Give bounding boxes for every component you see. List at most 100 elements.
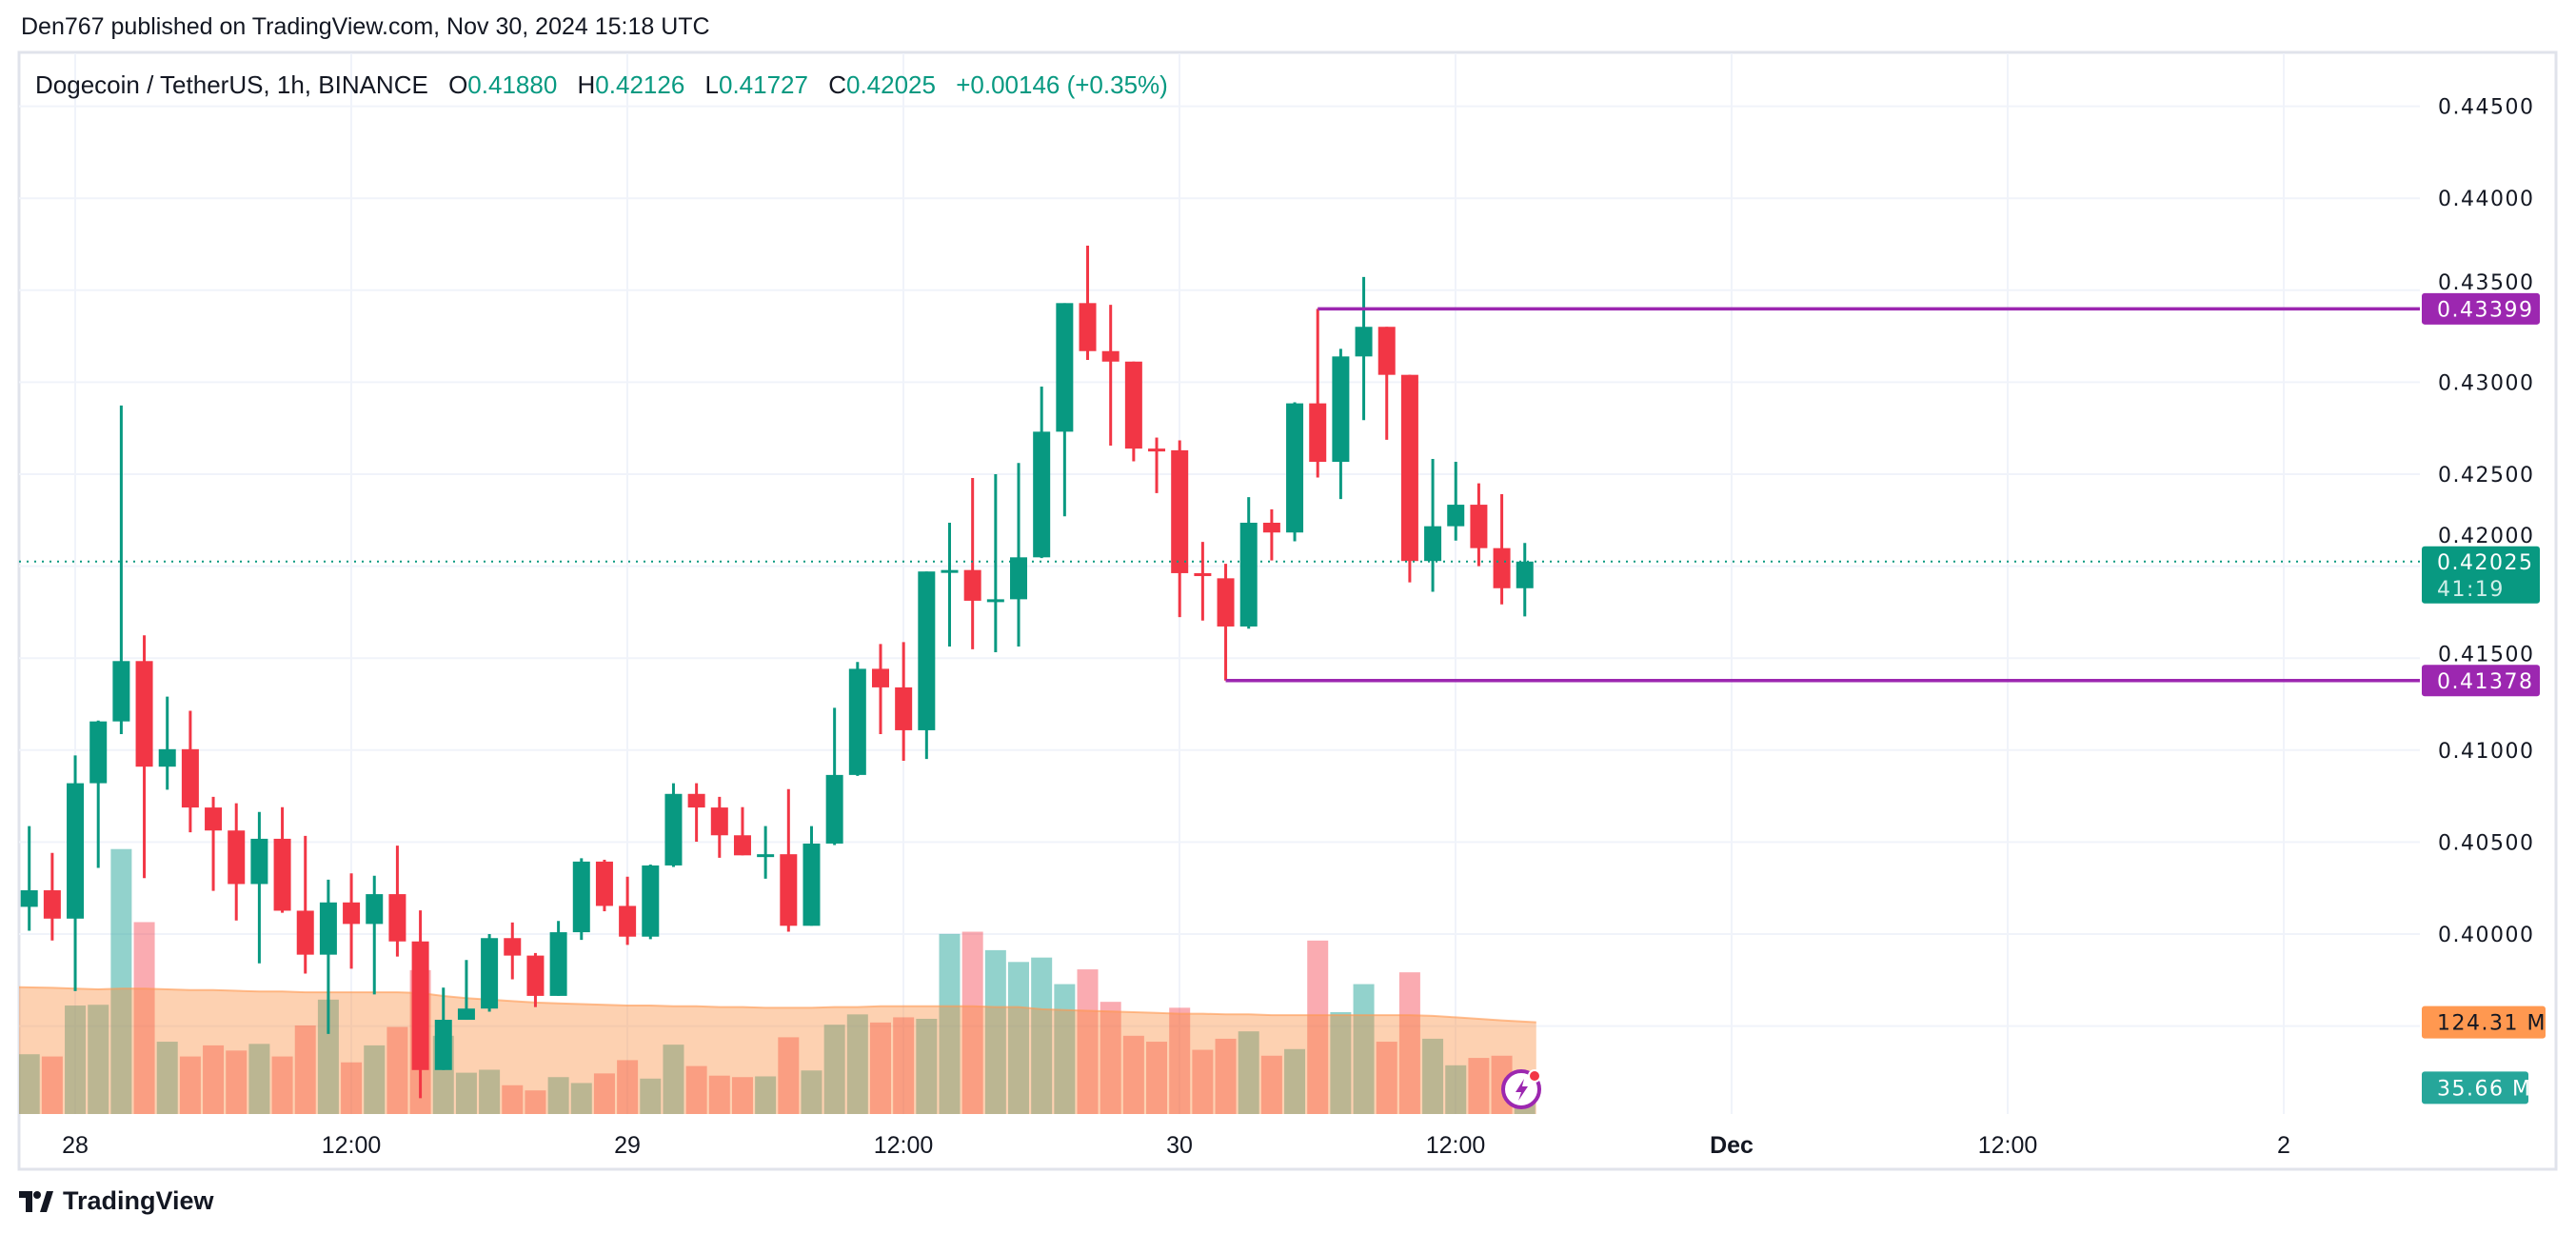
- volume-bar: [893, 1017, 915, 1114]
- volume-bar: [593, 1073, 615, 1114]
- levels: [19, 307, 2420, 683]
- volume-bar: [88, 1005, 109, 1114]
- candle: [296, 835, 314, 974]
- candle: [1309, 308, 1327, 478]
- candle: [67, 755, 85, 991]
- candle-body: [664, 793, 683, 866]
- candle: [642, 864, 660, 940]
- candle-body: [757, 854, 775, 858]
- candle: [481, 934, 499, 1012]
- high-label: H: [577, 70, 596, 99]
- candle-body: [504, 938, 522, 956]
- volume-bar: [317, 999, 339, 1114]
- volume-bar: [1169, 1007, 1191, 1114]
- volume-ma-tag: [2422, 1005, 2546, 1039]
- current-price-tag: [2422, 546, 2540, 604]
- volume-bar: [156, 1042, 178, 1114]
- volume-bar: [547, 1077, 569, 1114]
- candle-body: [595, 861, 613, 906]
- candle: [757, 826, 775, 879]
- volume-bar: [271, 1056, 293, 1114]
- candle: [228, 803, 246, 921]
- candle-body: [780, 854, 798, 926]
- volume-tag: [2422, 1071, 2528, 1105]
- candle-body: [1424, 526, 1442, 562]
- candle-body: [181, 748, 199, 808]
- close-value: 0.42025: [845, 70, 936, 99]
- volume-bar: [248, 1044, 270, 1114]
- candle: [1124, 361, 1142, 462]
- candle-body: [1079, 303, 1097, 351]
- candle: [1493, 494, 1511, 605]
- candle: [112, 405, 130, 734]
- candle-body: [43, 890, 61, 919]
- candle-body: [1377, 327, 1396, 375]
- lightning-icon[interactable]: [1501, 1069, 1541, 1109]
- tradingview-logo[interactable]: TradingView: [19, 1186, 214, 1216]
- candle: [181, 710, 199, 833]
- candle: [411, 910, 429, 1099]
- candle-body: [112, 661, 130, 722]
- volume-bar: [663, 1045, 684, 1114]
- volume-bar: [1122, 1035, 1144, 1114]
- volume-bar: [110, 848, 132, 1114]
- volume-bar: [961, 931, 983, 1114]
- candle: [780, 788, 798, 932]
- volume-bar: [65, 1005, 87, 1114]
- candle: [319, 879, 337, 1034]
- candle: [526, 952, 545, 1007]
- candle-body: [848, 668, 866, 775]
- candle: [1286, 402, 1304, 542]
- time-axis[interactable]: 28 12:00 29 12:00 30 12:00 Dec 12:00 2: [62, 1132, 2290, 1159]
- volume-bar: [1468, 1058, 1490, 1114]
- candle-body: [1516, 561, 1534, 588]
- volume-bar: [1353, 984, 1375, 1114]
- candle: [687, 783, 705, 843]
- volume-bar: [1422, 1038, 1444, 1114]
- candle-body: [1262, 523, 1280, 533]
- candles: [20, 246, 1534, 1099]
- volume-bar: [801, 1070, 822, 1114]
- volume-pane: [19, 848, 1536, 1114]
- candle-body: [250, 838, 268, 885]
- volume-ma-area: [19, 986, 1536, 1114]
- price-tick-label: 0.44500: [2438, 96, 2534, 120]
- volume-bar: [479, 1069, 501, 1114]
- candle: [457, 960, 475, 1021]
- candle: [1217, 564, 1235, 681]
- candle: [572, 858, 590, 941]
- volume-bar: [525, 1090, 546, 1114]
- candle-body: [1286, 403, 1304, 533]
- candle: [549, 921, 567, 996]
- time-tick-label: 28: [62, 1132, 89, 1159]
- price-tick-label: 0.40500: [2438, 831, 2534, 855]
- candle: [1079, 246, 1097, 361]
- published-info: Den767 published on TradingView.com, Nov…: [21, 13, 710, 40]
- candle-body: [1355, 327, 1373, 357]
- volume-bar: [133, 922, 155, 1114]
- high-value: 0.42126: [595, 70, 685, 99]
- candle-body: [1332, 356, 1350, 463]
- candle: [1516, 543, 1534, 617]
- open-value: 0.41880: [467, 70, 558, 99]
- candle-body: [1101, 350, 1120, 362]
- low-value: 0.41727: [718, 70, 808, 99]
- candle-body: [986, 599, 1004, 603]
- candle: [135, 635, 153, 879]
- time-tick-label: 12:00: [874, 1132, 934, 1159]
- candle: [1424, 458, 1442, 592]
- price-axis[interactable]: 0.44500 0.44000 0.43500 0.43000 0.42500 0.420…: [2438, 96, 2534, 947]
- symbol-title[interactable]: Dogecoin / TetherUS, 1h, BINANCE: [35, 70, 428, 99]
- candle: [434, 987, 452, 1070]
- candle-body: [1239, 523, 1258, 627]
- candle: [803, 826, 821, 926]
- candle-body: [687, 793, 705, 808]
- volume-bar: [984, 949, 1006, 1114]
- candle: [1171, 440, 1189, 618]
- price-tick-label: 0.41500: [2438, 643, 2534, 667]
- volume-bar: [823, 1025, 845, 1114]
- candle: [1056, 303, 1074, 517]
- price-tick-label: 0.42500: [2438, 464, 2534, 488]
- volume-bar: [640, 1078, 662, 1114]
